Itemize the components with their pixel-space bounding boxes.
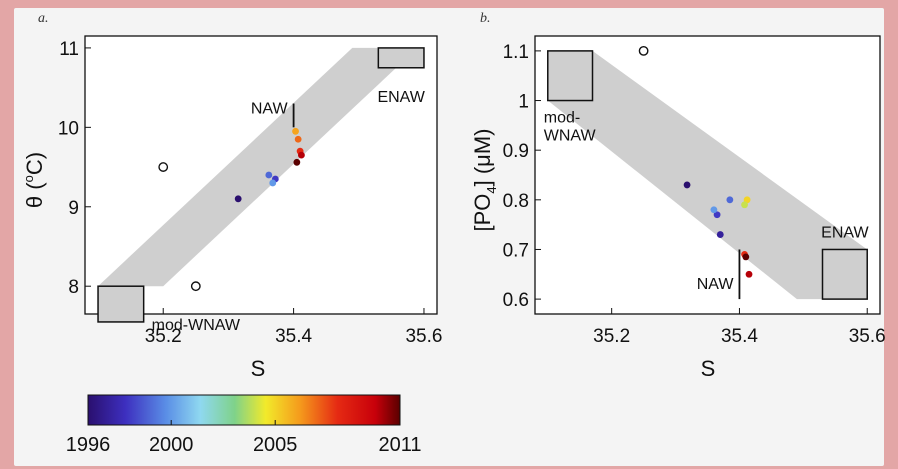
panel-a-ytick-label: 10 [58, 118, 79, 139]
panel-a-xtick-label: 35.2 [145, 326, 182, 347]
panel-a-mod-wnaw-box [97, 285, 145, 323]
panel-a-naw-label: NAW [251, 101, 289, 118]
panel-a-data-point [234, 195, 242, 203]
panel-a-mixing-band [98, 47, 418, 287]
panel-b-enaw-label: ENAW [821, 224, 869, 241]
panel-b-xtick-label: 35.6 [849, 326, 886, 347]
panel-b-ytick-label: 0.6 [503, 290, 529, 311]
panel-b-ytick-label: 0.9 [503, 141, 529, 162]
colorbar-tick-label: 2000 [149, 434, 194, 456]
panel-a-xlabel: S [251, 356, 266, 381]
panel-b-ylabel: [PO4] (μM) [470, 128, 499, 231]
panel-a-mod-wnaw-label: mod-WNAW [152, 317, 241, 334]
panel-b-ytick-label: 1.1 [503, 42, 529, 63]
panel-b-ytick-label: 0.8 [503, 191, 529, 212]
panel-b-data-point [745, 270, 753, 278]
panel-a-open-point [190, 281, 201, 292]
colorbar-tick-label: 1996 [66, 434, 111, 456]
panel-a-xtick-label: 35.6 [405, 326, 442, 347]
panel-b-mixing-band [547, 50, 868, 300]
panel-a-letter: a. [38, 11, 49, 26]
panel-b-xlabel: S [701, 356, 716, 381]
panel-b-letter: b. [480, 11, 491, 26]
panel-b-ytick-label: 1 [518, 92, 529, 113]
panel-b-ytick-label: 0.7 [503, 240, 529, 261]
panel-b-mod-wnaw-box [547, 50, 594, 102]
panel-b-data-point [683, 181, 691, 189]
panel-b-naw-label: NAW [697, 276, 735, 293]
panel-b-enaw-box [821, 248, 868, 300]
panel-a-enaw-box [377, 47, 425, 69]
panel-a-data-point [298, 151, 305, 159]
panel-a-ytick-label: 11 [59, 39, 79, 60]
colorbar-tick-label: 2005 [253, 434, 298, 456]
panel-a-ylabel: θ (oC) [21, 152, 47, 208]
panel-a-xtick-label: 35.4 [275, 326, 312, 347]
panel-b-mod-wnaw-label: mod-WNAW [544, 110, 597, 145]
panel-a-data-point [293, 158, 301, 166]
panel-a-ytick-label: 9 [68, 198, 79, 219]
panel-b-data-point [713, 211, 721, 219]
panel-b-xtick-label: 35.4 [721, 326, 758, 347]
panel-b-xtick-label: 35.2 [593, 326, 630, 347]
panel-a-data-point [269, 179, 277, 187]
panel-a-enaw-label: ENAW [377, 89, 425, 106]
panel-a-ytick-label: 8 [68, 277, 79, 298]
panel-b-open-point [638, 45, 649, 56]
colorbar [87, 394, 401, 426]
panel-a-open-point [158, 162, 169, 172]
panel-b-data-point [710, 206, 718, 214]
panel-b-data-point [741, 201, 748, 209]
colorbar-tick-label: 2011 [378, 434, 421, 456]
panel-a-data-point [294, 135, 302, 143]
panel-b-data-point [726, 196, 734, 204]
panel-b-data-point [742, 253, 750, 261]
panel-a-data-point [292, 127, 299, 135]
panel-b-data-point [716, 231, 724, 238]
panel-a-data-point [265, 171, 273, 179]
